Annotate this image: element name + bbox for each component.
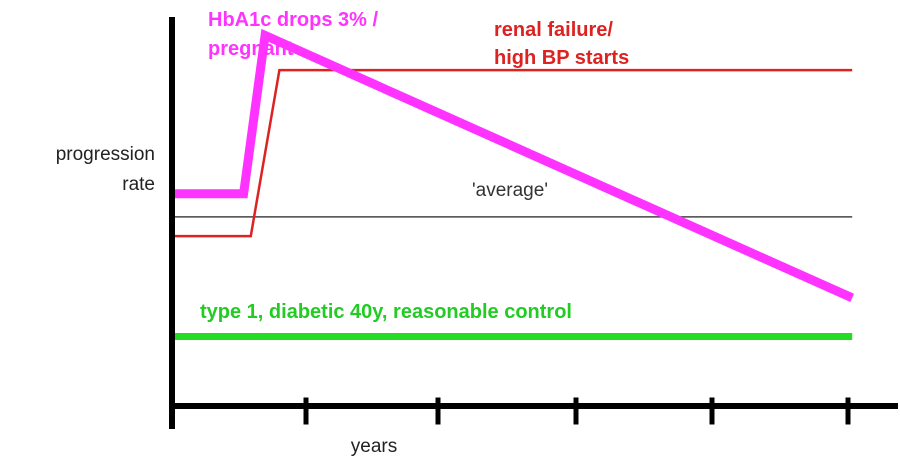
labels: progression rate years HbA1c drops 3% / … bbox=[56, 9, 630, 457]
renal-series-line bbox=[172, 68, 853, 238]
hba1c-annotation-line1: HbA1c drops 3% / bbox=[208, 9, 378, 31]
average-annotation: 'average' bbox=[472, 180, 548, 201]
hba1c-annotation-line2: pregnant bbox=[208, 38, 294, 60]
axes bbox=[169, 17, 898, 429]
x-axis-label: years bbox=[351, 436, 397, 457]
hba1c-series-line bbox=[172, 28, 855, 303]
series-layer bbox=[172, 28, 855, 341]
renal-annotation-line2: high BP starts bbox=[494, 47, 629, 69]
renal-annotation-line1: renal failure/ bbox=[494, 19, 613, 41]
y-axis-label-line2: rate bbox=[122, 174, 155, 195]
type1-annotation: type 1, diabetic 40y, reasonable control bbox=[200, 301, 572, 323]
y-axis-label-line1: progression bbox=[56, 144, 155, 165]
